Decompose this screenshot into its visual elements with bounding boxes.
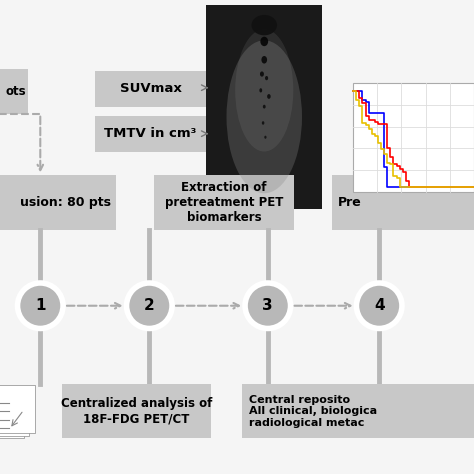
Text: usion: 80 pts: usion: 80 pts xyxy=(20,196,111,209)
Bar xyxy=(95,116,206,152)
Text: ots: ots xyxy=(5,85,26,98)
Bar xyxy=(95,71,206,107)
Ellipse shape xyxy=(262,121,264,125)
Bar xyxy=(62,384,211,438)
Ellipse shape xyxy=(259,88,262,92)
Circle shape xyxy=(22,288,58,324)
Circle shape xyxy=(361,288,397,324)
Text: Pre: Pre xyxy=(337,196,361,209)
Text: Centralized analysis of
18F-FDG PET/CT: Centralized analysis of 18F-FDG PET/CT xyxy=(61,397,212,425)
Circle shape xyxy=(250,288,286,324)
Bar xyxy=(242,384,474,438)
Bar xyxy=(353,83,474,192)
Text: 4: 4 xyxy=(374,298,384,313)
Text: 1: 1 xyxy=(35,298,46,313)
Text: TMTV in cm³: TMTV in cm³ xyxy=(104,128,197,140)
Text: Central reposito
All clinical, biologica
radiological metac: Central reposito All clinical, biologica… xyxy=(249,394,377,428)
Ellipse shape xyxy=(263,105,265,109)
Circle shape xyxy=(127,283,172,328)
Bar xyxy=(0,175,116,230)
Bar xyxy=(0,69,28,114)
Bar xyxy=(332,175,474,230)
Text: SUVmax: SUVmax xyxy=(119,82,182,95)
Circle shape xyxy=(245,283,291,328)
Ellipse shape xyxy=(235,29,293,152)
Bar xyxy=(0,391,24,438)
Bar xyxy=(0,388,29,436)
Bar xyxy=(0,385,35,433)
Ellipse shape xyxy=(260,72,264,77)
Circle shape xyxy=(131,288,167,324)
Text: Extraction of
pretreatment PET
biomarkers: Extraction of pretreatment PET biomarker… xyxy=(165,181,283,224)
Ellipse shape xyxy=(265,76,268,80)
Text: 2: 2 xyxy=(144,298,155,313)
Ellipse shape xyxy=(252,15,277,35)
Circle shape xyxy=(356,283,402,328)
Text: 3: 3 xyxy=(263,298,273,313)
Ellipse shape xyxy=(262,56,267,64)
Circle shape xyxy=(18,283,63,328)
Ellipse shape xyxy=(264,136,266,139)
Ellipse shape xyxy=(267,94,271,99)
Bar xyxy=(154,175,294,230)
Bar xyxy=(206,5,322,209)
Ellipse shape xyxy=(260,36,268,46)
Ellipse shape xyxy=(227,40,302,193)
